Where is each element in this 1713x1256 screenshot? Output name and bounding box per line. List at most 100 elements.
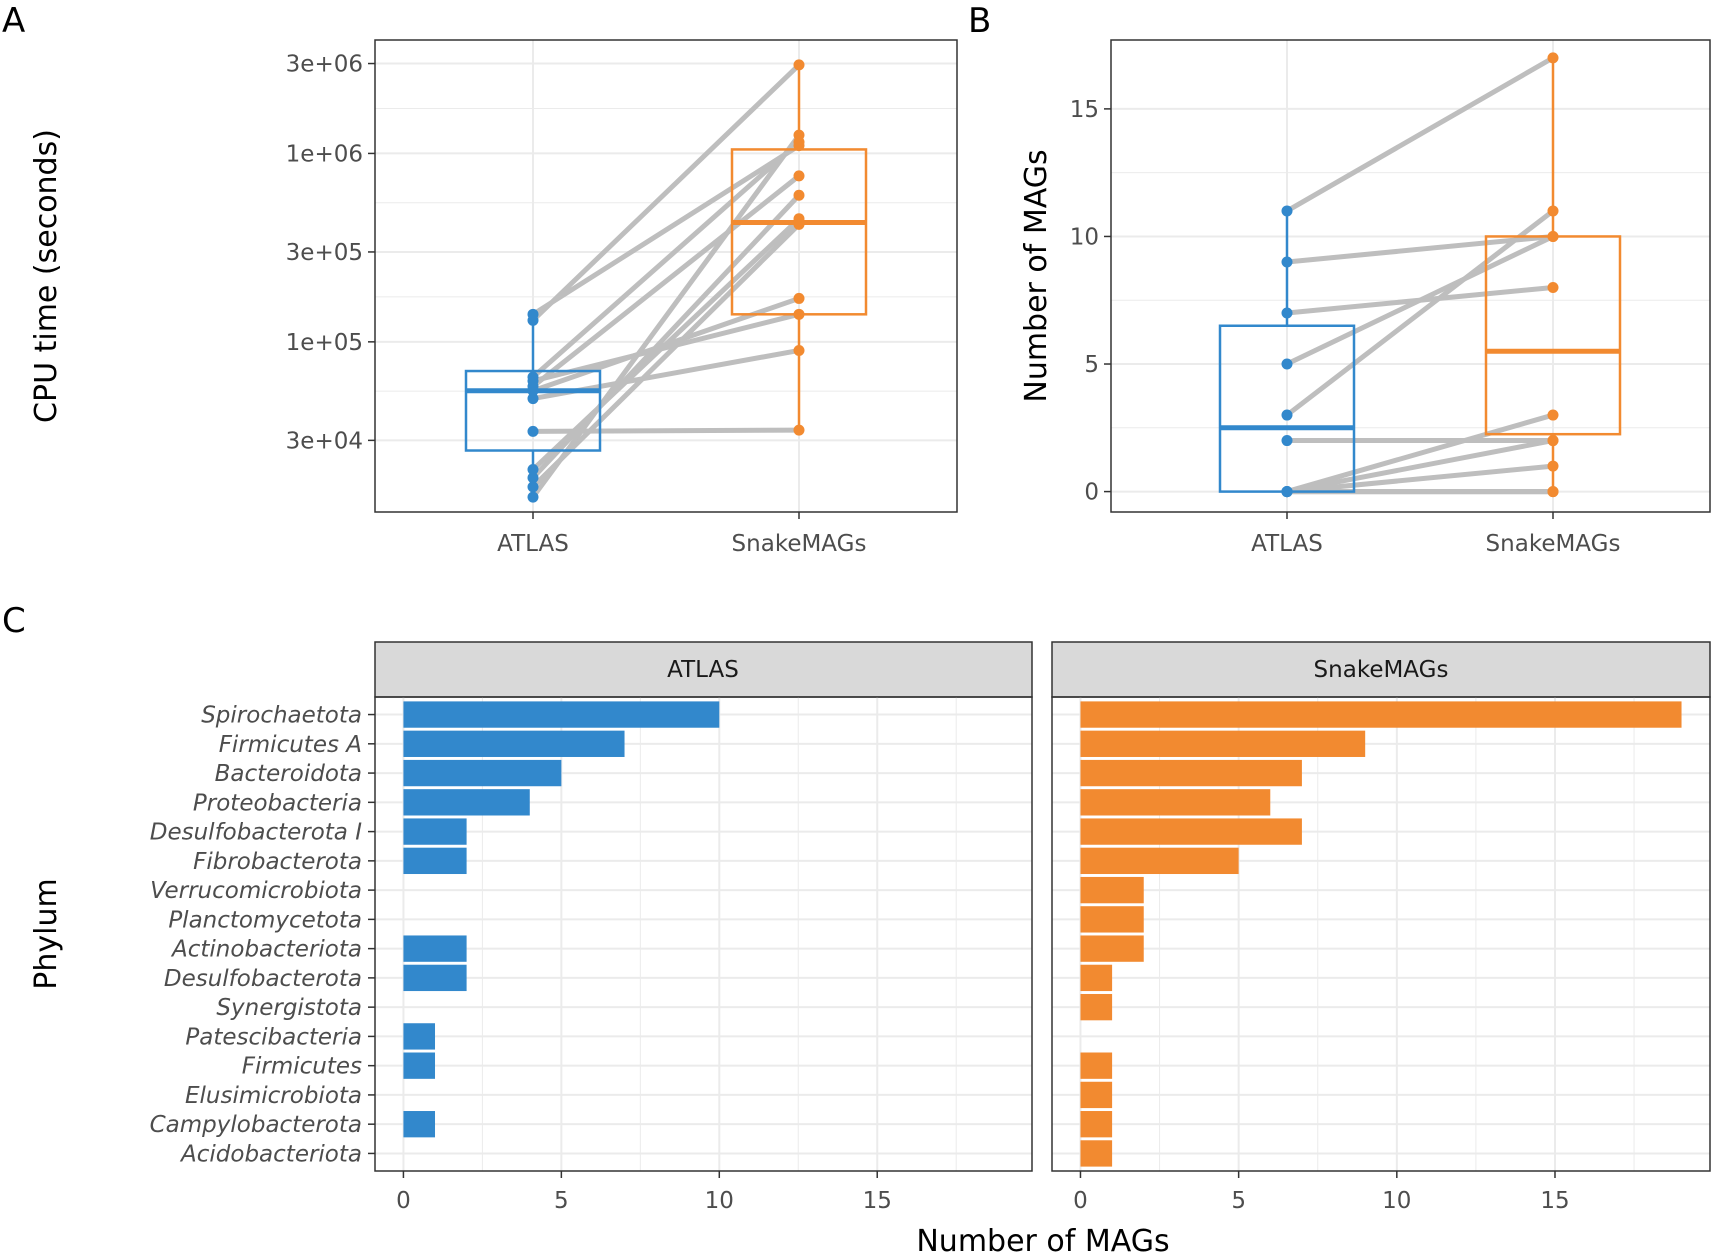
panel-a-y-axis: 3e+04 1e+05 3e+05 1e+06 3e+06 xyxy=(286,52,375,454)
panel-a-point-atlas xyxy=(527,371,539,383)
bar-atlas-firmicutes-a xyxy=(403,730,625,757)
panel-b-point-snakemags xyxy=(1547,205,1559,217)
panel-b-point-atlas xyxy=(1281,409,1293,421)
panel-a-x-axis: ATLAS SnakeMAGs xyxy=(497,512,866,557)
phylum-label: Fibrobacterota xyxy=(193,849,362,875)
facet-atlas: ATLAS 0 5 10 15 xyxy=(374,641,1033,1214)
panel-b-point-snakemags xyxy=(1547,281,1559,293)
panel-b-point-atlas xyxy=(1281,307,1293,319)
panel-a-x-tick-label: ATLAS xyxy=(497,531,569,557)
panel-b-pair-line xyxy=(1284,412,1556,495)
phylum-label: Firmicutes xyxy=(242,1054,362,1080)
panel-a-frame xyxy=(374,39,958,513)
panel-b-point-snakemags xyxy=(1547,460,1559,472)
panel-a-point-snakemags xyxy=(793,213,805,225)
panel-b-y-tick-label: 15 xyxy=(1070,97,1099,123)
panel-a-point-snakemags xyxy=(793,170,805,182)
facet-atlas-x-tick-label: 10 xyxy=(705,1188,734,1214)
bar-atlas-actinobacteriota xyxy=(403,935,467,962)
facet-atlas-bars xyxy=(403,701,720,1138)
panel-c-x-title: Number of MAGs xyxy=(916,1224,1169,1256)
bar-snakemags-desulfobacterota-i xyxy=(1080,818,1302,845)
panel-a-points xyxy=(527,59,805,503)
facet-atlas-x-tick-label: 5 xyxy=(554,1188,569,1214)
bar-snakemags-desulfobacterota xyxy=(1080,964,1113,992)
panel-a-pair-line xyxy=(530,143,802,317)
panel-a-pair-line xyxy=(530,427,802,434)
panel-a-point-atlas xyxy=(527,425,539,437)
bar-snakemags-campylobacterota xyxy=(1080,1111,1113,1138)
panel-a-point-snakemags xyxy=(793,424,805,436)
panel-c-y-axis: Spirochaetota Firmicutes A Bacteroidota Pro… xyxy=(150,703,375,1167)
panel-b-x-tick-label: SnakeMAGs xyxy=(1486,531,1621,557)
panel-a-point-atlas xyxy=(527,464,539,476)
panel-a-y-tick-label: 3e+04 xyxy=(286,428,363,454)
panel-b-points xyxy=(1281,52,1559,498)
panel-a-pair-line xyxy=(530,221,802,490)
panel-a-boxplot: 3e+04 1e+05 3e+05 1e+06 3e+06 ATLAS SnakeMAGs… xyxy=(29,39,958,557)
panel-a-y-tick-label: 1e+05 xyxy=(286,330,363,356)
panel-a-point-snakemags xyxy=(793,140,805,152)
bar-atlas-spirochaetota xyxy=(403,701,720,728)
facet-atlas-strip-label: ATLAS xyxy=(667,657,739,683)
panel-b-pair-line xyxy=(1284,233,1556,265)
phylum-label: Spirochaetota xyxy=(201,703,362,729)
facet-snakemags-bars xyxy=(1080,701,1682,1167)
panel-b-point-snakemags xyxy=(1547,52,1559,64)
bar-atlas-firmicutes xyxy=(403,1052,436,1079)
bar-snakemags-fibrobacterota xyxy=(1080,847,1239,875)
panel-b-point-snakemags xyxy=(1547,486,1559,498)
panel-a-y-tick-label: 3e+06 xyxy=(286,52,363,78)
phylum-label: Actinobacteriota xyxy=(170,937,362,963)
phylum-label: Acidobacteriota xyxy=(179,1141,362,1167)
facet-snakemags-x-tick-label: 0 xyxy=(1073,1188,1088,1214)
bar-snakemags-actinobacteriota xyxy=(1080,935,1144,962)
panel-b-pair-line xyxy=(1284,438,1556,495)
panel-a-y-tick-label: 3e+05 xyxy=(286,240,363,266)
panel-a-point-snakemags xyxy=(793,308,805,320)
facet-snakemags-grid xyxy=(1052,697,1710,1171)
bar-atlas-campylobacterota xyxy=(403,1111,436,1138)
panel-a-point-atlas xyxy=(527,481,539,493)
facet-atlas-frame xyxy=(374,696,1033,1172)
facet-atlas-x-axis: 0 5 10 15 xyxy=(396,1171,892,1214)
bar-snakemags-bacteroidota xyxy=(1080,759,1302,787)
facet-snakemags-x-tick-label: 15 xyxy=(1540,1188,1569,1214)
phylum-label: Patescibacteria xyxy=(185,1024,362,1050)
bar-atlas-desulfobacterota xyxy=(403,964,467,992)
panel-c-y-title: Phylum xyxy=(29,878,64,989)
panel-b-pair-line xyxy=(1284,233,1556,367)
bar-atlas-desulfobacterota-i xyxy=(403,818,467,845)
panel-a-y-tick-label: 1e+06 xyxy=(286,141,363,167)
panel-a-point-atlas xyxy=(527,308,539,320)
panel-b-point-snakemags xyxy=(1547,409,1559,421)
phylum-label: Verrucomicrobiota xyxy=(150,878,362,904)
phylum-label: Planctomycetota xyxy=(168,907,362,933)
panel-b-pair-lines xyxy=(1284,55,1556,495)
bar-snakemags-synergistota xyxy=(1080,993,1113,1021)
panel-b-boxplot: 0 5 10 15 ATLAS SnakeMAGs Number of MAGs xyxy=(1019,39,1711,557)
panel-b-y-title: Number of MAGs xyxy=(1019,149,1054,402)
panel-a-pair-line xyxy=(530,62,802,323)
phylum-label: Desulfobacterota I xyxy=(150,820,362,846)
panel-b-point-snakemags xyxy=(1547,230,1559,242)
panel-b-y-tick-label: 0 xyxy=(1084,480,1099,506)
panel-b-point-snakemags xyxy=(1547,435,1559,447)
bar-snakemags-acidobacteriota xyxy=(1080,1140,1113,1167)
panel-c-bar-chart: ATLAS 0 5 10 15 SnakeMAGs 0 5 10 15 Spirochaet… xyxy=(29,641,1711,1256)
phylum-label: Bacteroidota xyxy=(215,761,362,787)
facet-snakemags-frame xyxy=(1051,696,1711,1172)
panel-b-pair-line xyxy=(1284,463,1556,495)
panel-a-point-snakemags xyxy=(793,189,805,201)
bar-atlas-proteobacteria xyxy=(403,789,530,816)
phylum-label: Proteobacteria xyxy=(193,790,362,816)
panel-b-point-atlas xyxy=(1281,435,1293,447)
panel-b-frame xyxy=(1110,39,1711,513)
panel-b-point-atlas xyxy=(1281,358,1293,370)
facet-snakemags-x-tick-label: 5 xyxy=(1231,1188,1246,1214)
panel-b-y-axis: 0 5 10 15 xyxy=(1070,97,1111,506)
panel-a-point-snakemags xyxy=(793,344,805,356)
bar-snakemags-proteobacteria xyxy=(1080,789,1271,816)
facet-atlas-x-tick-label: 15 xyxy=(863,1188,892,1214)
